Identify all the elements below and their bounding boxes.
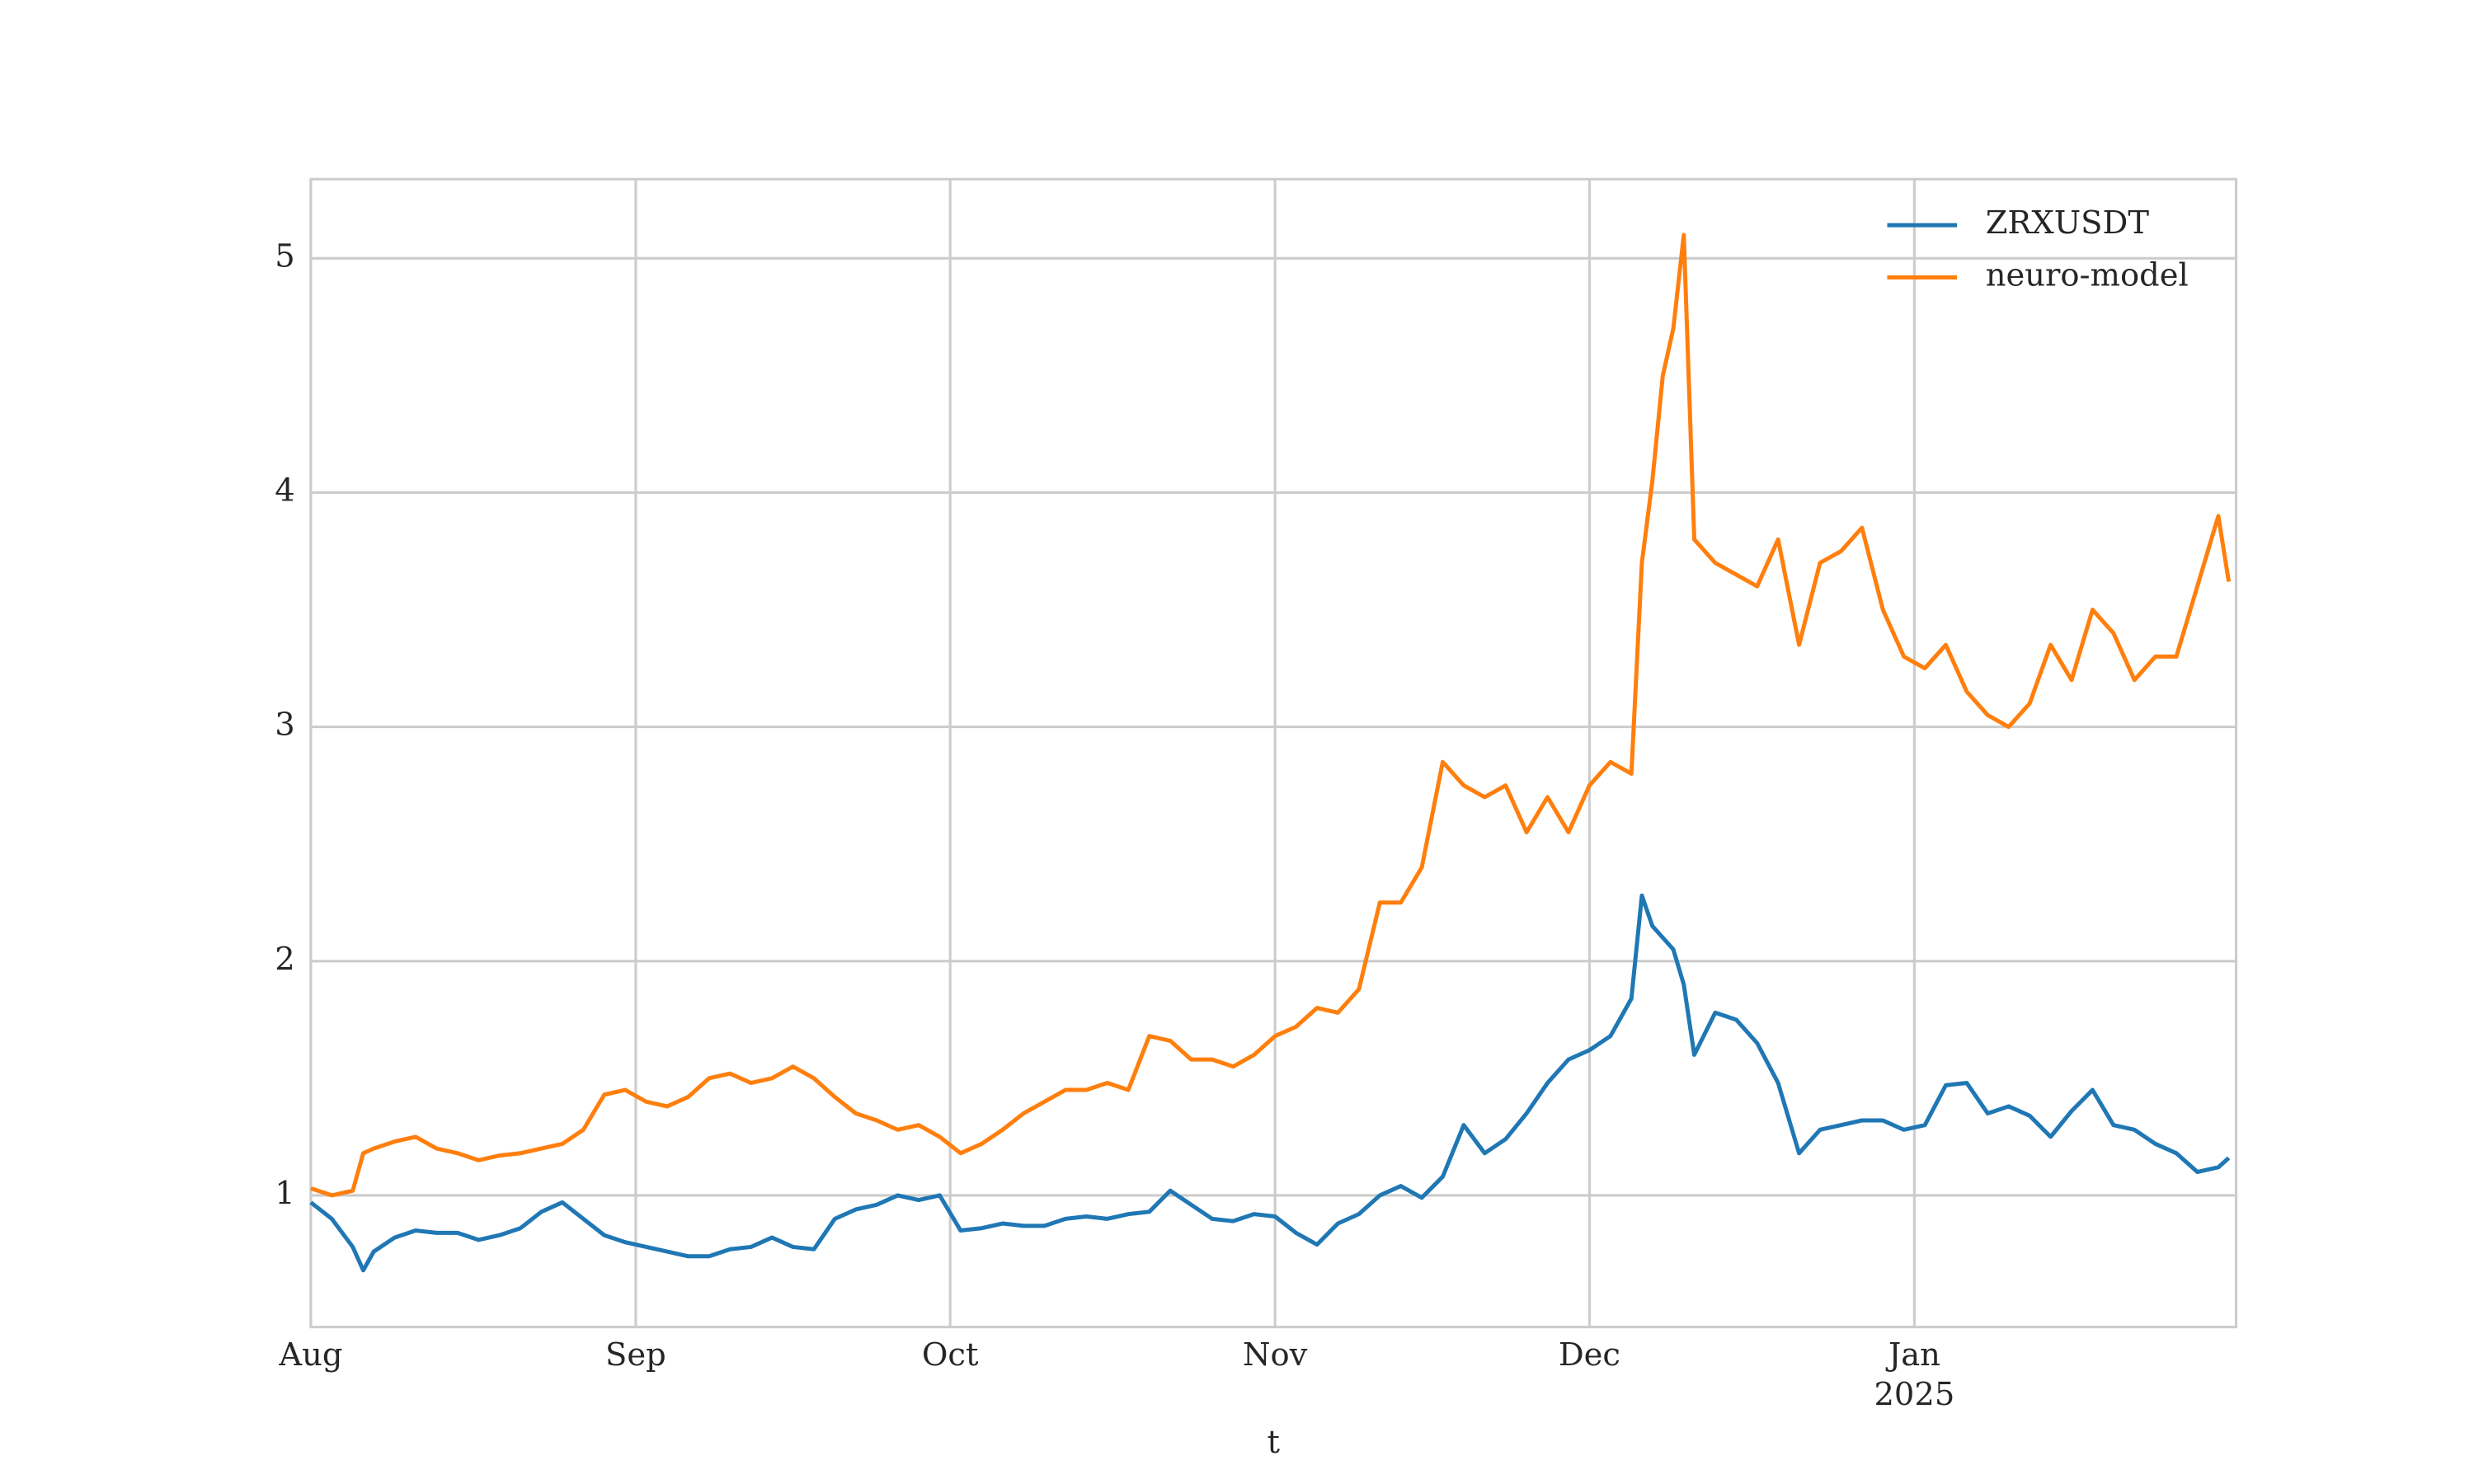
x-tick-label: Jan xyxy=(1885,1336,1940,1374)
x-tick-label: Aug xyxy=(278,1336,342,1374)
y-tick-label: 1 xyxy=(275,1175,294,1212)
data-line xyxy=(310,232,2232,1198)
y-tick-label: 3 xyxy=(275,707,294,744)
y-tick-label: 2 xyxy=(275,941,294,978)
y-tick-label: 5 xyxy=(275,237,294,275)
data-line xyxy=(309,893,2231,1273)
x-offset-label: 2025 xyxy=(1874,1376,1954,1413)
x-tick-label: Oct xyxy=(922,1336,979,1374)
x-tick-label: Dec xyxy=(1559,1336,1620,1374)
y-tick-label: 4 xyxy=(275,472,294,509)
x-tick-label: Sep xyxy=(605,1336,666,1374)
legend-label: neuro-model xyxy=(1986,257,2189,294)
plot-frame xyxy=(309,177,2238,1329)
x-tick-label: Nov xyxy=(1243,1336,1308,1374)
legend-label: ZRXUSDT xyxy=(1986,204,2150,242)
x-axis-label: t xyxy=(1268,1424,1281,1461)
